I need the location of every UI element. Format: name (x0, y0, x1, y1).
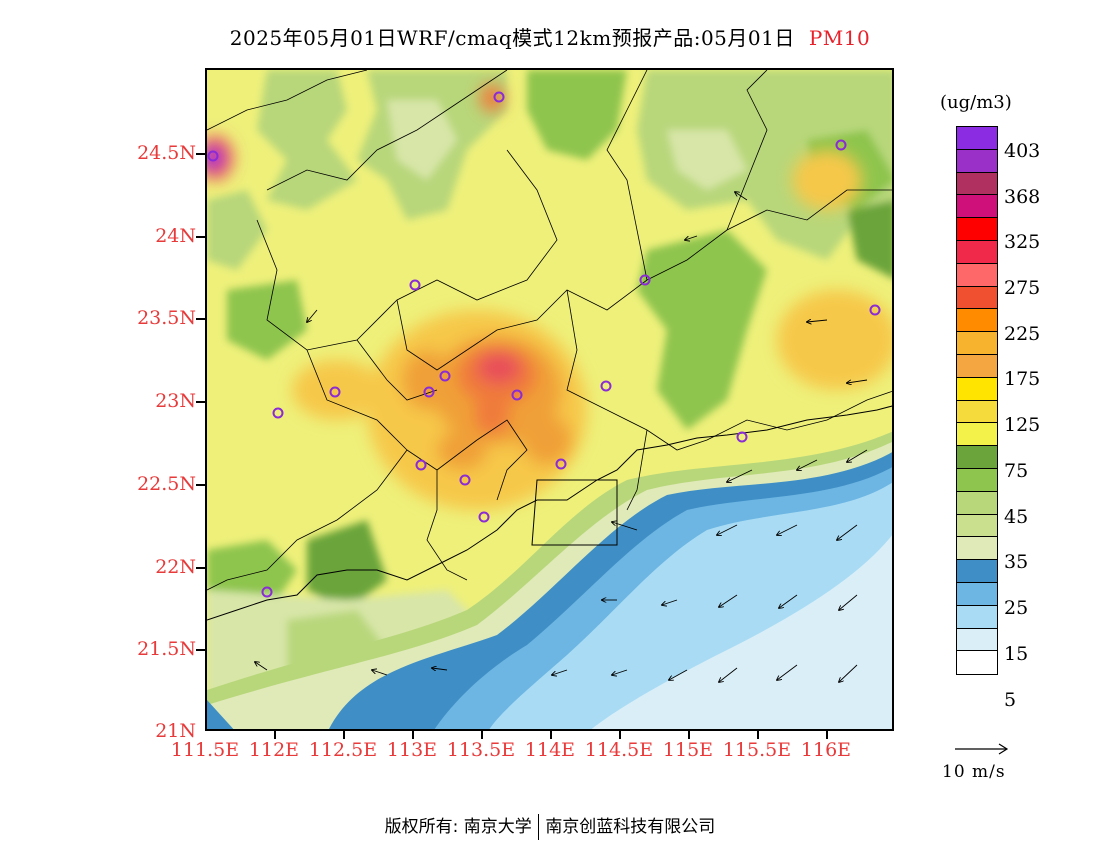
lon-label: 112.5E (308, 739, 378, 761)
legend-color-cell (957, 491, 997, 515)
legend-color-cell (957, 514, 997, 538)
legend-color-cell (957, 560, 997, 583)
lon-label: 115.5E (722, 739, 792, 761)
title-main: 2025年05月01日WRF/cmaq模式12km预报产品:05月01日 (229, 26, 795, 50)
legend-color-cell (957, 605, 997, 629)
legend-label: 325 (1004, 231, 1041, 253)
legend-label: 225 (1004, 323, 1041, 345)
legend-label: 125 (1004, 414, 1041, 436)
legend-label: 25 (1004, 597, 1029, 619)
legend-color-cell (957, 286, 997, 310)
legend-color-cell (957, 195, 997, 219)
lon-label: 115E (662, 739, 714, 761)
legend-color-cell (957, 127, 997, 150)
lon-label: 112E (248, 739, 300, 761)
wind-reference-arrow-icon (955, 743, 1009, 755)
lat-label: 24.5N (137, 142, 196, 164)
legend-color-cell (957, 218, 997, 241)
lat-label: 22.5N (137, 473, 196, 495)
copyright-text: 版权所有: 南京大学 (384, 817, 532, 837)
legend-color-cell (957, 400, 997, 424)
color-legend (956, 126, 998, 676)
lon-label: 113E (386, 739, 438, 761)
title-variable: PM10 (808, 26, 871, 50)
legend-label: 275 (1004, 277, 1041, 299)
legend-color-cell (957, 354, 997, 378)
lon-label: 116E (800, 739, 852, 761)
forecast-map (205, 68, 894, 731)
legend-color-cell (957, 149, 997, 173)
legend-color-cell (957, 423, 997, 447)
legend-color-cell (957, 582, 997, 606)
lat-label: 22N (155, 556, 196, 578)
lon-label: 114E (524, 739, 576, 761)
footer-credits: 版权所有: 南京大学 南京创蓝科技有限公司 (0, 812, 1100, 840)
legend-unit: (ug/m3) (940, 92, 1012, 113)
legend-color-cell (957, 377, 997, 401)
lon-label: 113.5E (446, 739, 516, 761)
lat-label: 24N (155, 225, 196, 247)
legend-color-cell (957, 240, 997, 264)
legend-label: 403 (1004, 140, 1041, 162)
coastline (207, 405, 892, 621)
map-canvas (207, 70, 892, 729)
wind-vectors (255, 192, 868, 682)
lon-label: 111.5E (170, 739, 240, 761)
legend-color-cell (957, 446, 997, 469)
lat-label: 23N (155, 390, 196, 412)
lat-label: 21N (155, 720, 196, 742)
legend-label: 15 (1004, 643, 1029, 665)
lat-label: 23.5N (137, 307, 196, 329)
lat-label: 21.5N (137, 638, 196, 660)
legend-label: 75 (1004, 460, 1029, 482)
legend-color-cell (957, 651, 997, 675)
legend-color-cell (957, 628, 997, 652)
legend-label: 368 (1004, 186, 1041, 208)
wind-reference-label: 10 m/s (942, 762, 1006, 782)
legend-label: 45 (1004, 506, 1029, 528)
legend-color-cell (957, 468, 997, 492)
monitoring-stations (207, 91, 881, 598)
footer-divider (537, 814, 540, 840)
legend-color-cell (957, 172, 997, 196)
company-text: 南京创蓝科技有限公司 (545, 817, 716, 837)
legend-color-cell (957, 309, 997, 333)
legend-color-cell (957, 263, 997, 287)
legend-label: 35 (1004, 551, 1029, 573)
lon-label: 114.5E (584, 739, 654, 761)
legend-label: 5 (1004, 689, 1017, 711)
chart-title: 2025年05月01日WRF/cmaq模式12km预报产品:05月01日 PM10 (0, 22, 1100, 51)
legend-color-cell (957, 332, 997, 355)
legend-label: 175 (1004, 368, 1041, 390)
legend-color-cell (957, 537, 997, 561)
